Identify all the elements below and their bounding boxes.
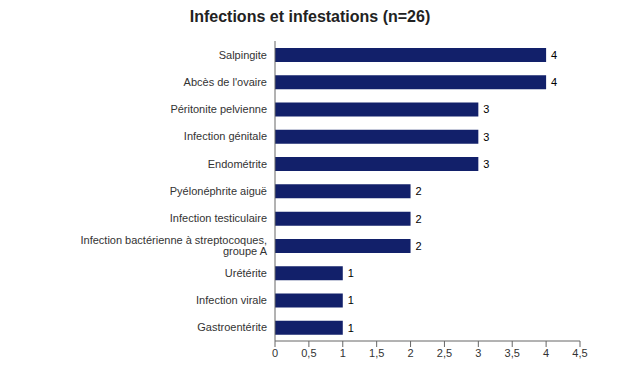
svg-text:3: 3 bbox=[475, 347, 481, 359]
svg-text:1: 1 bbox=[348, 294, 354, 306]
svg-text:Infection testiculaire: Infection testiculaire bbox=[170, 212, 267, 224]
svg-text:Abcès de l'ovaire: Abcès de l'ovaire bbox=[184, 76, 267, 88]
svg-text:2: 2 bbox=[416, 185, 422, 197]
svg-text:Pyélonéphrite aiguë: Pyélonéphrite aiguë bbox=[170, 185, 267, 197]
svg-text:Endométrite: Endométrite bbox=[208, 158, 267, 170]
svg-text:2: 2 bbox=[407, 347, 413, 359]
svg-text:Salpingite: Salpingite bbox=[219, 49, 267, 61]
svg-text:Infection virale: Infection virale bbox=[196, 294, 267, 306]
svg-text:4: 4 bbox=[551, 76, 557, 88]
svg-text:3: 3 bbox=[483, 103, 489, 115]
svg-text:Péritonite pelvienne: Péritonite pelvienne bbox=[170, 103, 267, 115]
svg-text:1: 1 bbox=[348, 267, 354, 279]
svg-text:3: 3 bbox=[483, 131, 489, 143]
svg-text:0: 0 bbox=[272, 347, 278, 359]
svg-text:4: 4 bbox=[543, 347, 549, 359]
svg-text:Infection bactérienne à strept: Infection bactérienne à streptocoques,gr… bbox=[80, 234, 267, 257]
svg-text:1: 1 bbox=[340, 347, 346, 359]
svg-text:0,5: 0,5 bbox=[301, 347, 316, 359]
svg-text:2: 2 bbox=[416, 240, 422, 252]
svg-text:Gastroentérite: Gastroentérite bbox=[197, 321, 267, 333]
svg-text:2: 2 bbox=[416, 213, 422, 225]
svg-text:2,5: 2,5 bbox=[437, 347, 452, 359]
svg-text:Infection génitale: Infection génitale bbox=[184, 130, 267, 142]
svg-text:4,5: 4,5 bbox=[572, 347, 587, 359]
svg-text:3,5: 3,5 bbox=[505, 347, 520, 359]
svg-text:1: 1 bbox=[348, 322, 354, 334]
svg-text:Urétérite: Urétérite bbox=[225, 267, 267, 279]
svg-text:4: 4 bbox=[551, 49, 557, 61]
svg-text:1,5: 1,5 bbox=[369, 347, 384, 359]
svg-text:3: 3 bbox=[483, 158, 489, 170]
html-text:Infections et infestations (n=: Infections et infestations (n=26) bbox=[189, 8, 431, 25]
